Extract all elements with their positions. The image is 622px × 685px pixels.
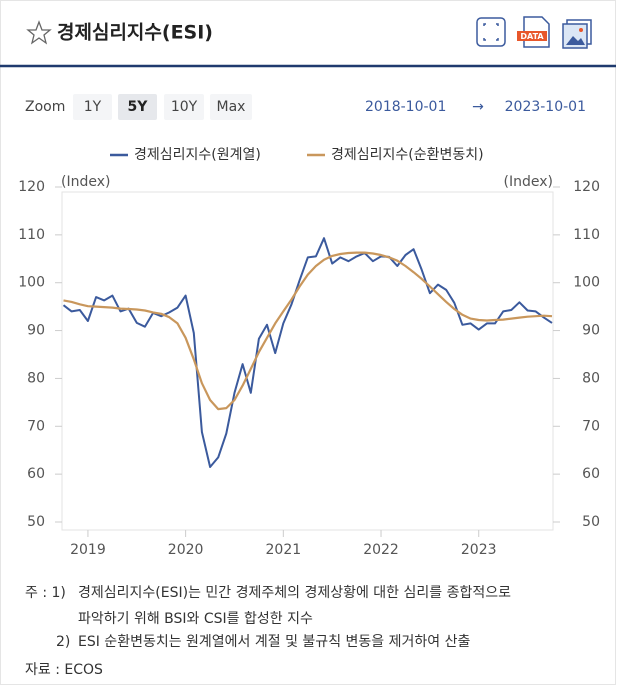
series-line (62, 237, 553, 468)
plot-frame (61, 191, 554, 531)
y2-tick-label: 50 (582, 514, 600, 530)
y2-tick-label: 70 (582, 418, 600, 434)
zoom-button[interactable] (164, 94, 204, 120)
note-1-line-2: 파악하기 위해 BSI와 CSI를 합성한 지수 (78, 611, 313, 627)
y-tick-label: 120 (18, 179, 45, 195)
zoom-button-label[interactable]: Max (217, 99, 246, 115)
page-title: 경제심리지수(ESI) (57, 22, 213, 44)
y-tick-label: 70 (27, 418, 45, 434)
range-from: 2018-10-01 (365, 99, 446, 115)
y-tick-label: 110 (18, 227, 45, 243)
legend-label: 경제심리지수(순환변동치) (331, 147, 484, 163)
data-download-icon[interactable]: DATA (517, 16, 550, 48)
y-tick-label: 60 (27, 466, 45, 482)
y-tick-label: 80 (27, 370, 45, 386)
y-tick-label: 50 (27, 514, 45, 530)
data-icon-label: DATA (520, 32, 544, 41)
range-arrow: → (472, 99, 484, 115)
range-to: 2023-10-01 (505, 99, 586, 115)
y2-axis-label: (Index) (504, 174, 553, 190)
zoom-button-label[interactable]: 10Y (171, 99, 198, 115)
y2-tick-label: 120 (573, 179, 600, 195)
y-tick-label: 90 (27, 323, 45, 339)
x-tick-label: 2021 (266, 542, 302, 558)
note-prefix: 주 : 1) (25, 585, 66, 601)
y2-tick-label: 80 (582, 370, 600, 386)
zoom-button-label[interactable]: 1Y (84, 99, 102, 115)
y2-tick-label: 110 (573, 227, 600, 243)
source: 자료 : ECOS (25, 662, 103, 678)
x-tick-label: 2019 (70, 542, 106, 558)
zoom-button[interactable] (73, 94, 112, 120)
zoom-button[interactable] (118, 94, 157, 120)
image-download-icon[interactable] (562, 19, 592, 49)
y2-tick-label: 100 (573, 275, 600, 291)
x-tick-label: 2023 (461, 542, 497, 558)
legend-label: 경제심리지수(원계열) (134, 147, 261, 163)
y-tick-label: 100 (18, 275, 45, 291)
x-tick-label: 2020 (168, 542, 204, 558)
x-tick-label: 2022 (363, 542, 399, 558)
y2-tick-label: 90 (582, 323, 600, 339)
zoom-button[interactable] (210, 94, 252, 120)
zoom-button-label[interactable]: 5Y (128, 99, 149, 115)
fullscreen-icon[interactable] (476, 17, 506, 47)
note-1-line-1: 경제심리지수(ESI)는 민간 경제주체의 경제상황에 대한 심리를 종합적으로 (78, 585, 511, 601)
zoom-label: Zoom (25, 99, 65, 115)
y-axis-label: (Index) (61, 174, 110, 190)
note-2: ESI 순환변동치는 원계열에서 계절 및 불규칙 변동을 제거하여 산출 (78, 634, 470, 650)
y2-tick-label: 60 (582, 466, 600, 482)
series-line (63, 251, 553, 411)
favorite-star[interactable] (26, 20, 52, 45)
note-2-number: 2) (56, 634, 70, 650)
